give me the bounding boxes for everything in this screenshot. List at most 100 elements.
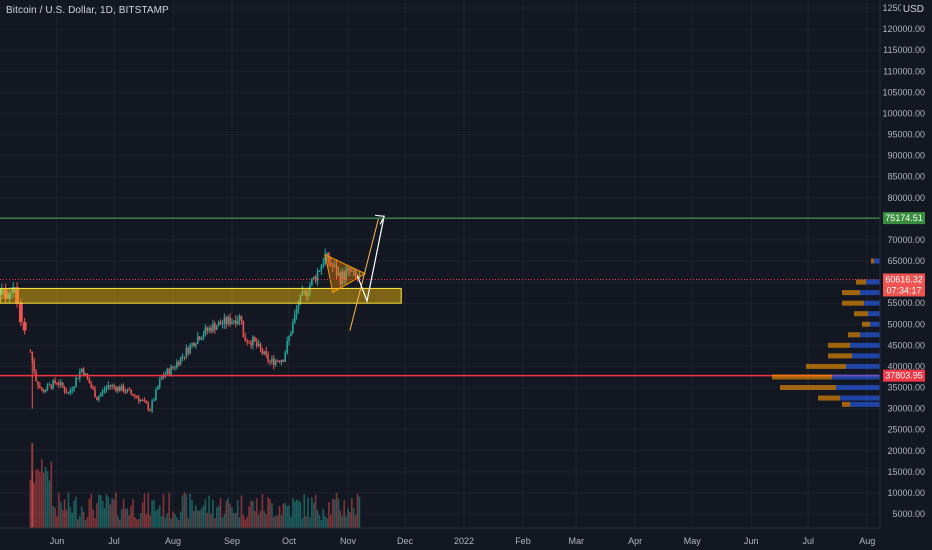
volume-bar <box>326 518 328 528</box>
volume-bar <box>61 509 64 528</box>
candle-body <box>204 327 207 335</box>
candle-body <box>33 360 35 372</box>
candle-body <box>63 387 66 392</box>
volume-bar <box>166 513 169 528</box>
candle-body <box>134 395 136 397</box>
volume-bar <box>109 504 112 528</box>
volume-bar <box>312 502 315 528</box>
projection-line <box>349 218 379 331</box>
volume-bar <box>301 518 304 528</box>
volume-bar <box>168 492 171 528</box>
candle-body <box>132 393 134 396</box>
volume-bar <box>322 508 325 528</box>
candle-body <box>273 358 275 365</box>
volume-bar <box>345 516 347 528</box>
last-price-label-bg <box>883 273 925 286</box>
profile-bar-down <box>828 342 850 348</box>
price-tick-label: 50000.00 <box>887 319 925 329</box>
volume-bar <box>111 498 113 528</box>
candle-body <box>71 389 74 391</box>
volume-bar <box>122 499 125 528</box>
candle-body <box>181 356 184 358</box>
last-price-label: 60616.32 <box>885 274 923 284</box>
candle-body <box>255 341 258 346</box>
price-tick-label: 90000.00 <box>887 151 925 161</box>
volume-bar <box>193 510 195 528</box>
volume-bar <box>303 494 306 528</box>
volume-bar <box>215 507 218 528</box>
arrow-head-icon <box>375 214 386 225</box>
volume-bar <box>225 500 228 528</box>
candle-body <box>328 252 330 263</box>
candle-body <box>77 378 79 380</box>
time-tick-label: Jul <box>802 536 814 546</box>
time-tick-label: May <box>684 536 702 546</box>
candle-body <box>185 347 188 357</box>
candle-body <box>295 309 298 315</box>
profile-bar-up <box>840 395 880 401</box>
candle-body <box>288 336 290 342</box>
price-tick-label: 30000.00 <box>887 404 925 414</box>
volume-bar <box>56 516 58 528</box>
candle-body <box>225 317 228 324</box>
volume-bar <box>115 492 117 528</box>
support-zone-rect <box>0 287 402 304</box>
candle-body <box>267 354 269 362</box>
volume-bar <box>132 499 134 528</box>
volume-bar <box>54 507 56 528</box>
volume-bar <box>63 499 66 528</box>
profile-bar-up <box>850 342 880 348</box>
candle-body <box>284 352 287 362</box>
volume-bar <box>333 499 336 528</box>
candle-body <box>238 315 241 321</box>
candle-body <box>200 338 203 340</box>
volume-bar <box>292 497 294 528</box>
candle-body <box>303 290 306 292</box>
volume-bar <box>223 513 226 528</box>
time-tick-label: Aug <box>165 536 181 546</box>
candle-body <box>73 386 75 390</box>
profile-bar-up <box>832 374 880 380</box>
symbol-legend[interactable]: Bitcoin / U.S. Dollar, 1D, BITSTAMP <box>6 5 169 16</box>
currency-label[interactable]: USD <box>900 3 926 16</box>
candle-body <box>179 357 182 365</box>
projection-arrow <box>356 216 385 304</box>
volume-bar <box>160 516 163 528</box>
candle-body <box>215 326 218 330</box>
volume-bar <box>227 497 229 528</box>
candle-body <box>240 315 243 321</box>
volume-bar <box>234 513 237 528</box>
volume-bar <box>73 500 75 528</box>
candle-body <box>187 347 190 354</box>
volume-bar <box>273 516 275 528</box>
volume-bar <box>139 513 142 528</box>
volume-bar <box>141 502 144 528</box>
candle-body <box>276 360 279 362</box>
volume-bar <box>196 510 199 528</box>
volume-bar <box>164 517 167 528</box>
price-tick-label: 40000.00 <box>887 361 925 371</box>
price-tick-label: 85000.00 <box>887 172 925 182</box>
volume-bar <box>147 492 150 528</box>
candle-body <box>126 389 129 393</box>
volume-bar <box>96 503 98 528</box>
candle-body <box>39 385 41 388</box>
candle-body <box>349 268 351 271</box>
candle-body <box>156 387 159 390</box>
candle-body <box>350 270 353 272</box>
candle-body <box>96 397 98 401</box>
candle-body <box>118 386 121 391</box>
candle-body <box>269 361 271 363</box>
candles <box>0 248 361 414</box>
volume-bar <box>316 510 319 528</box>
volume-bar <box>276 515 279 528</box>
profile-bar-down <box>848 332 860 338</box>
volume-bar <box>295 499 298 528</box>
volume-bar <box>198 510 201 528</box>
volume-bar <box>250 500 252 528</box>
candle-body <box>115 386 117 391</box>
support-price-label-bg <box>883 369 925 382</box>
candle-body <box>250 342 252 346</box>
candle-body <box>139 400 142 402</box>
